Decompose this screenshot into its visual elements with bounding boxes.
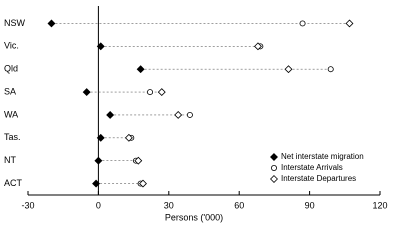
x-tick-label: -30 [21,200,34,210]
data-point [92,179,101,188]
y-tick-label: Vic. [4,41,19,51]
x-axis-label: Persons ('000) [165,212,223,222]
x-tick-label: 90 [305,200,315,210]
data-point [96,42,105,51]
chart: -30 0 30 60 90 120 Persons ('000) NSW Vic. Qld SA W… [4,6,388,222]
data-point [96,133,105,142]
legend-marker [270,164,277,171]
y-tick-label: SA [4,86,16,96]
data-point [157,88,166,97]
data-point [284,65,293,74]
data-point [134,156,143,165]
data-point [186,111,193,118]
data-point [124,133,133,142]
legend-marker [270,153,278,161]
data-point [299,20,306,27]
data-point [94,156,103,165]
y-tick-label: NSW [4,18,26,28]
x-tick-label: 0 [96,200,101,210]
data-point [139,179,147,188]
legend-label: Interstate Departures [281,174,356,183]
data-point [147,89,154,96]
data-point [82,88,91,97]
data-point [174,110,183,119]
data-point [106,110,115,119]
data-point [345,19,354,28]
y-tick-label: Tas. [4,132,21,142]
x-tick-label: 120 [372,200,387,210]
data-point [254,42,262,51]
y-tick-label: ACT [4,178,23,188]
legend-label: Net interstate migration [281,152,364,161]
legend-marker [270,175,278,183]
x-tick-label: 30 [164,200,174,210]
y-tick-label: WA [4,109,18,119]
x-tick-label: 60 [234,200,244,210]
data-point [136,65,145,74]
data-point [327,66,334,73]
y-tick-label: Qld [4,64,18,74]
legend-label: Interstate Arrivals [281,163,343,172]
y-tick-label: NT [4,155,16,165]
data-point [47,19,56,28]
